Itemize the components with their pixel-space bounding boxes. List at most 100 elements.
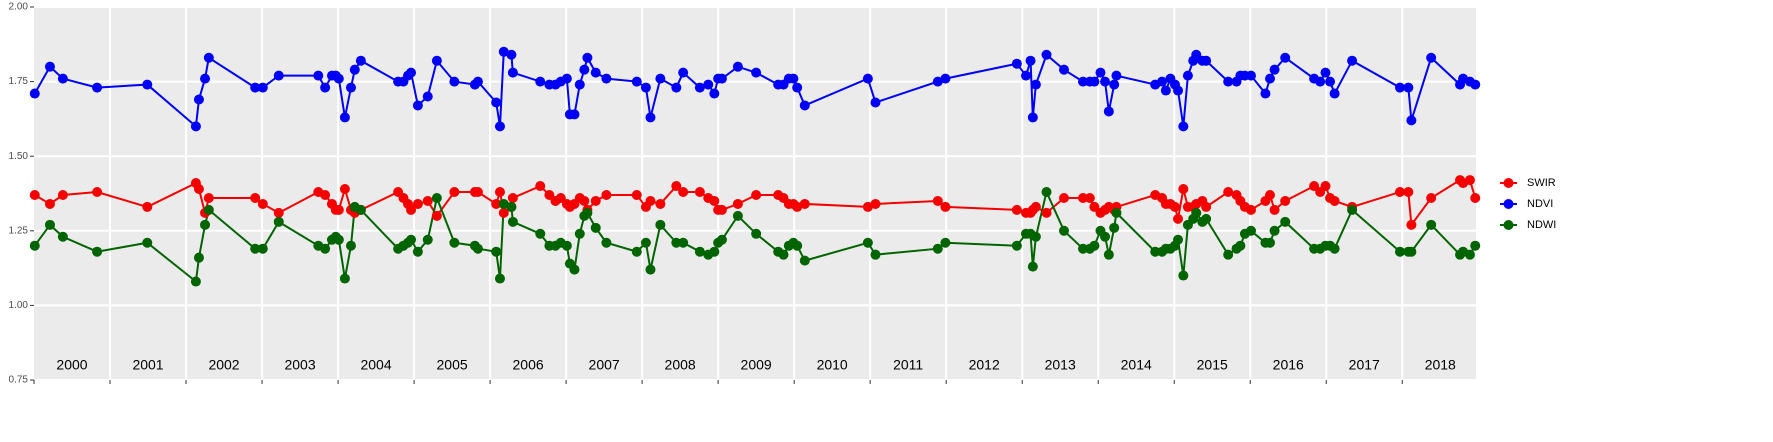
point bbox=[1394, 187, 1405, 198]
year-label: 2011 bbox=[893, 357, 923, 373]
point bbox=[1109, 222, 1120, 233]
point bbox=[339, 273, 350, 284]
point bbox=[1235, 240, 1246, 251]
point bbox=[1265, 237, 1275, 248]
point bbox=[932, 195, 943, 206]
point bbox=[1223, 187, 1234, 198]
legend-label: NDVI bbox=[1527, 198, 1553, 210]
point bbox=[422, 91, 433, 102]
point bbox=[1089, 240, 1100, 251]
point bbox=[422, 234, 433, 245]
point bbox=[339, 184, 350, 195]
point bbox=[645, 264, 656, 275]
point bbox=[57, 73, 68, 84]
point bbox=[200, 73, 211, 84]
point bbox=[751, 67, 762, 78]
point bbox=[1011, 58, 1022, 69]
point bbox=[709, 88, 720, 99]
point bbox=[582, 52, 593, 63]
point bbox=[732, 198, 743, 209]
point bbox=[1426, 219, 1437, 230]
point bbox=[799, 100, 810, 111]
point bbox=[870, 97, 881, 108]
point bbox=[491, 97, 502, 108]
point bbox=[29, 240, 40, 251]
point bbox=[203, 52, 214, 63]
point bbox=[579, 64, 590, 75]
point bbox=[57, 231, 68, 242]
point bbox=[535, 76, 546, 87]
point bbox=[1078, 76, 1089, 87]
point bbox=[257, 198, 268, 209]
point bbox=[1347, 204, 1358, 215]
point bbox=[590, 222, 601, 233]
legend-label: SWIR bbox=[1527, 177, 1556, 189]
year-label: 2005 bbox=[437, 357, 468, 373]
year-label: 2001 bbox=[132, 357, 163, 373]
point bbox=[799, 198, 810, 209]
year-label: 2009 bbox=[741, 357, 772, 373]
y-tick-label: 1.00 bbox=[9, 300, 29, 311]
point bbox=[1223, 76, 1234, 87]
point bbox=[1325, 76, 1336, 87]
point bbox=[1103, 106, 1114, 117]
point bbox=[590, 67, 601, 78]
point bbox=[535, 228, 546, 239]
point bbox=[778, 249, 789, 260]
point bbox=[412, 100, 423, 111]
point bbox=[1059, 64, 1069, 75]
point bbox=[449, 76, 460, 87]
point bbox=[92, 82, 103, 93]
point bbox=[1030, 201, 1041, 212]
year-label: 2004 bbox=[360, 357, 391, 373]
point bbox=[1265, 73, 1275, 84]
y-tick-label: 1.25 bbox=[9, 225, 29, 236]
point bbox=[678, 67, 689, 78]
point bbox=[1329, 195, 1340, 206]
point bbox=[333, 204, 344, 215]
point bbox=[940, 237, 951, 248]
point bbox=[631, 246, 642, 257]
point bbox=[1280, 195, 1291, 206]
point bbox=[339, 112, 350, 123]
point bbox=[142, 237, 153, 248]
point bbox=[142, 201, 153, 212]
point bbox=[1173, 234, 1184, 245]
point bbox=[1201, 55, 1212, 66]
point bbox=[472, 187, 483, 198]
point bbox=[601, 237, 612, 248]
y-tick-label: 2.00 bbox=[9, 2, 29, 13]
point bbox=[1078, 192, 1089, 203]
point bbox=[640, 237, 651, 248]
point bbox=[193, 184, 204, 195]
point bbox=[29, 88, 40, 99]
point bbox=[1178, 121, 1189, 132]
year-label: 2016 bbox=[1273, 357, 1304, 373]
point bbox=[431, 210, 442, 221]
point bbox=[203, 192, 214, 203]
point bbox=[1173, 85, 1184, 96]
point bbox=[44, 61, 55, 72]
point bbox=[655, 198, 666, 209]
point bbox=[1470, 79, 1481, 90]
point bbox=[472, 76, 483, 87]
point bbox=[494, 273, 505, 284]
point bbox=[498, 207, 509, 218]
point bbox=[1269, 204, 1280, 215]
point bbox=[345, 82, 356, 93]
point bbox=[582, 207, 593, 218]
point bbox=[1394, 246, 1405, 257]
point bbox=[250, 82, 261, 93]
point bbox=[1260, 88, 1271, 99]
point bbox=[1470, 192, 1481, 203]
point bbox=[1089, 76, 1100, 87]
point bbox=[491, 246, 502, 257]
point bbox=[349, 64, 360, 75]
point bbox=[1169, 201, 1180, 212]
point bbox=[751, 189, 762, 200]
y-tick-label: 1.75 bbox=[9, 76, 29, 87]
year-label: 2012 bbox=[969, 357, 1000, 373]
point bbox=[645, 112, 656, 123]
point bbox=[1182, 70, 1193, 81]
point bbox=[257, 82, 268, 93]
